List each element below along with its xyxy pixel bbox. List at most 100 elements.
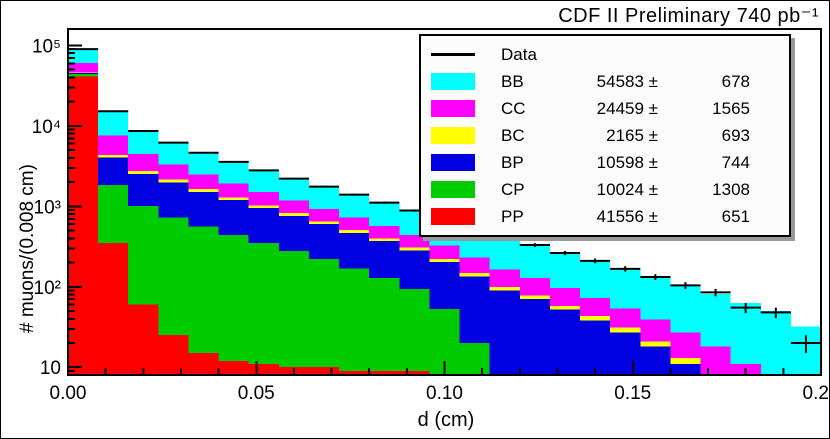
histogram-bar-CP bbox=[188, 226, 219, 354]
legend-fit-value: 24459 ± bbox=[596, 98, 658, 118]
legend-label: BB bbox=[501, 71, 524, 91]
histogram-bar-CC bbox=[610, 308, 641, 328]
histogram-bar-BC bbox=[549, 305, 581, 310]
legend-swatch-PP bbox=[431, 208, 501, 225]
histogram-bar-BB bbox=[760, 310, 791, 375]
legend-data-line bbox=[431, 53, 501, 56]
x-axis-label: d (cm) bbox=[417, 409, 475, 431]
histogram-bar-CC bbox=[248, 192, 279, 206]
histogram-bar-PP bbox=[218, 360, 249, 375]
y-tick-label: 10⁵ bbox=[32, 36, 61, 57]
histogram-bar-BB bbox=[248, 170, 279, 193]
histogram-bar-BP bbox=[278, 215, 309, 251]
histogram-bar-CC bbox=[98, 135, 129, 155]
histogram-bar-CC bbox=[278, 200, 309, 214]
chart-title: CDF II Preliminary 740 pb⁻¹ bbox=[558, 5, 819, 27]
histogram-bar-CC bbox=[369, 226, 400, 239]
legend-fit-error: 1565 bbox=[712, 98, 750, 118]
histogram-bar-BC bbox=[188, 188, 219, 192]
histogram-bar-CP bbox=[369, 277, 400, 371]
histogram-bar-CP bbox=[278, 250, 309, 368]
histogram-bar-CC bbox=[700, 346, 731, 375]
histogram-bar-BC bbox=[128, 171, 159, 175]
legend-fit-error: 1308 bbox=[712, 179, 750, 199]
histogram-bar-BB bbox=[670, 285, 701, 333]
histogram-bar-CC bbox=[429, 245, 460, 260]
histogram-bar-BP bbox=[519, 299, 550, 375]
histogram-bar-BP bbox=[218, 200, 249, 235]
histogram-bar-CP bbox=[459, 342, 490, 375]
histogram-bar-CP bbox=[158, 217, 189, 336]
legend-swatch-BP bbox=[431, 154, 501, 171]
legend-fit-value: 2165 ± bbox=[606, 125, 658, 145]
histogram-bar-BC bbox=[98, 154, 129, 158]
legend: Data BB 54583 ± 678 CC 24459 ± 1565 BC 2165 ± 693… bbox=[419, 34, 791, 237]
histogram-bar-BP bbox=[68, 72, 99, 75]
x-tick-label: 0.20 bbox=[803, 383, 830, 404]
legend-label: CP bbox=[501, 179, 525, 199]
legend-entry-PP: PP 41556 ± 651 bbox=[431, 203, 779, 230]
histogram-bar-CP bbox=[248, 242, 279, 364]
histogram-bar-BC bbox=[369, 238, 400, 242]
legend-fit-error: 744 bbox=[721, 152, 750, 172]
histogram-bar-BC bbox=[399, 247, 430, 251]
histogram-bar-BP bbox=[188, 191, 219, 227]
histogram-bar-PP bbox=[339, 370, 370, 375]
histogram-bar-CC bbox=[489, 269, 520, 287]
legend-entry-BC: BC 2165 ± 693 bbox=[431, 122, 779, 149]
histogram-bar-BB bbox=[700, 294, 731, 347]
histogram-bar-CP bbox=[98, 184, 129, 243]
legend-label: Data bbox=[501, 44, 537, 64]
color-swatch-icon bbox=[431, 100, 475, 117]
legend-fit-value: 10024 ± bbox=[596, 179, 658, 199]
histogram-bar-BB bbox=[68, 49, 99, 63]
histogram-bar-BB bbox=[640, 277, 671, 320]
histogram-bar-PP bbox=[158, 335, 189, 375]
histogram-bar-BP bbox=[369, 241, 400, 278]
histogram-bar-BP bbox=[459, 276, 490, 343]
histogram-bar-CP bbox=[339, 268, 370, 371]
color-swatch-icon bbox=[431, 154, 475, 171]
x-tick-label: 0.10 bbox=[426, 383, 463, 404]
histogram-bar-CC bbox=[68, 62, 99, 73]
histogram-bar-BP bbox=[248, 208, 279, 243]
y-tick-label: 10 bbox=[40, 358, 61, 379]
histogram-bar-BP bbox=[670, 363, 701, 375]
plot-frame bbox=[67, 28, 822, 376]
histogram-bar-BC bbox=[278, 213, 309, 216]
legend-entry-BB: BB 54583 ± 678 bbox=[431, 68, 779, 95]
legend-fit-error: 651 bbox=[721, 206, 750, 226]
histogram-bar-CC bbox=[670, 332, 701, 359]
histogram-bar-BP bbox=[128, 174, 159, 206]
histogram-bar-CC bbox=[549, 287, 581, 306]
histogram-bar-BP bbox=[429, 262, 460, 309]
histogram-bar-PP bbox=[128, 304, 159, 375]
legend-entry-CP: CP 10024 ± 1308 bbox=[431, 176, 779, 203]
legend-swatch-CP bbox=[431, 181, 501, 198]
x-tick-label: 0.00 bbox=[50, 383, 87, 404]
histogram-bar-BP bbox=[339, 232, 370, 269]
legend-label: CC bbox=[501, 98, 526, 118]
legend-fit-value: 54583 ± bbox=[596, 71, 658, 91]
x-tick-label: 0.15 bbox=[614, 383, 651, 404]
histogram-bar-BB bbox=[519, 245, 550, 279]
legend-label: BP bbox=[501, 152, 524, 172]
legend-swatch-CC bbox=[431, 100, 501, 117]
histogram-bar-BC bbox=[68, 72, 99, 73]
histogram-bar-BC bbox=[218, 197, 249, 201]
legend-entry-Data: Data bbox=[431, 41, 779, 68]
histogram-bar-BC bbox=[158, 179, 189, 183]
legend-entry-BP: BP 10598 ± 744 bbox=[431, 149, 779, 176]
histogram-bar-BC bbox=[580, 316, 611, 321]
color-swatch-icon bbox=[431, 181, 475, 198]
histogram-bar-BP bbox=[489, 290, 520, 375]
histogram-bar-BB bbox=[218, 161, 249, 184]
histogram-bar-CP bbox=[68, 74, 99, 77]
histogram-bar-BB bbox=[369, 202, 400, 227]
histogram-bar-BC bbox=[459, 273, 490, 277]
histogram-bar-PP bbox=[188, 353, 219, 375]
color-swatch-icon bbox=[431, 127, 475, 144]
histogram-bar-BB bbox=[98, 111, 129, 136]
legend-label: BC bbox=[501, 125, 525, 145]
